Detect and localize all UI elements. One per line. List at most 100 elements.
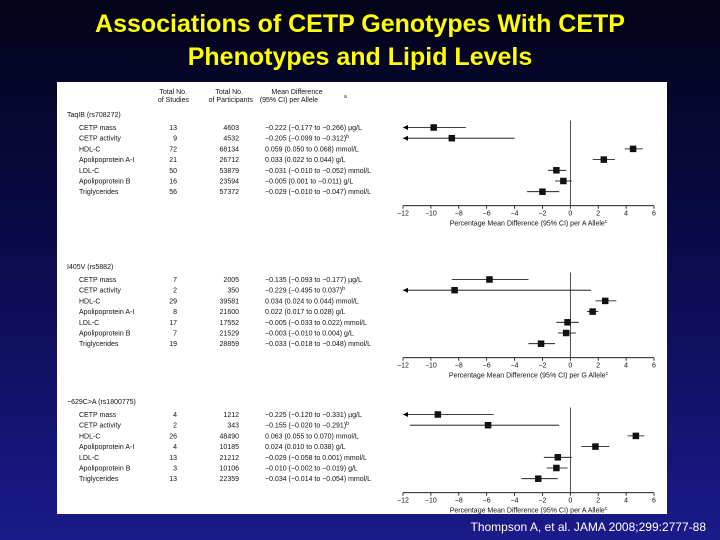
- x-tick-label: −4: [511, 363, 519, 370]
- row-label: CETP activity: [79, 423, 121, 430]
- x-tick-label: 0: [568, 498, 572, 505]
- row-studies: 17: [169, 320, 177, 327]
- x-axis-label: Percentage Mean Difference (95% CI) per …: [450, 219, 608, 228]
- forest-panels: TaqIB (rs708272)CETP mass 13 4603 −0.222 (−…: [67, 112, 656, 514]
- x-tick-label: 2: [596, 363, 600, 370]
- point-estimate: [592, 443, 599, 450]
- row-mean-difference: −0.205 (−0.099 to −0.312)b: [265, 134, 349, 143]
- row-participants: 28859: [220, 341, 240, 348]
- row-studies: 72: [169, 146, 177, 153]
- forest-plot-svg: Total No. of Studies Total No. of Partic…: [67, 89, 656, 514]
- point-estimate: [562, 329, 570, 337]
- point-estimate: [553, 167, 560, 174]
- row-label: HDL-C: [79, 146, 100, 153]
- x-tick-label: 4: [624, 498, 628, 505]
- row-participants: 2005: [223, 277, 239, 284]
- title-line-2: Phenotypes and Lipid Levels: [187, 43, 533, 71]
- row-participants: 343: [227, 423, 239, 430]
- row-participants: 21212: [220, 455, 240, 462]
- row-studies: 2: [173, 423, 177, 430]
- row-studies: 8: [173, 309, 177, 316]
- x-axis-label-superscript: c: [606, 371, 609, 377]
- row-studies: 13: [169, 455, 177, 462]
- row-superscript: b: [346, 421, 349, 427]
- row-participants: 4603: [223, 125, 239, 132]
- row-participants: 4532: [223, 136, 239, 143]
- x-tick-label: −2: [538, 498, 546, 505]
- row-mean-difference: −0.005 (0.001 to −0.011) g/L: [265, 179, 353, 186]
- row-participants: 39581: [220, 298, 240, 305]
- header-participants-line2: of Participants: [209, 97, 254, 104]
- x-tick-label: −12: [397, 363, 409, 370]
- point-estimate: [430, 124, 437, 131]
- point-estimate: [554, 454, 562, 461]
- x-tick-label: 6: [652, 363, 656, 370]
- row-label: Apolipoprotein B: [79, 331, 131, 338]
- row-mean-difference: −0.029 (−0.058 to 0.001) mmol/L: [265, 455, 367, 462]
- x-tick-label: −4: [511, 211, 519, 218]
- row-studies: 4: [173, 412, 177, 419]
- row-label: CETP activity: [79, 136, 121, 143]
- row-mean-difference: −0.031 (−0.010 to −0.052) mmol/L: [265, 168, 371, 175]
- row-participants: 53879: [220, 168, 240, 175]
- x-tick-label: −8: [455, 211, 463, 218]
- panel-title: −629C>A (rs1800775): [67, 399, 136, 406]
- point-estimate: [632, 432, 640, 440]
- panel-title: I405V (rs5882): [67, 264, 113, 271]
- row-participants: 57372: [220, 189, 240, 196]
- row-studies: 19: [169, 341, 177, 348]
- row-label: Triglycerides: [79, 341, 119, 348]
- row-participants: 48490: [220, 433, 240, 440]
- x-tick-label: −2: [538, 363, 546, 370]
- point-estimate: [553, 464, 560, 472]
- row-participants: 10106: [220, 466, 240, 473]
- point-estimate: [601, 297, 609, 305]
- row-studies: 3: [173, 466, 177, 473]
- x-tick-label: 2: [596, 211, 600, 218]
- row-mean-difference: 0.063 (0.055 to 0.070) mmol/L: [265, 433, 359, 440]
- row-studies: 9: [173, 136, 177, 143]
- row-label: LDL-C: [79, 455, 99, 462]
- row-label: Apolipoprotein A-I: [79, 157, 134, 164]
- row-participants: 350: [227, 288, 239, 295]
- row-studies: 56: [169, 189, 177, 196]
- row-mean-difference: −0.222 (−0.177 to −0.266) µg/L: [265, 125, 362, 132]
- title-line-1: Associations of CETP Genotypes With CETP: [95, 10, 625, 38]
- x-axis-label-superscript: c: [605, 506, 608, 512]
- row-label: LDL-C: [79, 168, 99, 175]
- row-superscript: b: [346, 134, 349, 140]
- row-mean-difference: 0.022 (0.017 to 0.028) g/L: [265, 309, 346, 316]
- point-estimate: [589, 308, 596, 315]
- ci-arrow-left: [403, 287, 408, 293]
- row-participants: 22359: [220, 476, 240, 483]
- row-label: CETP mass: [79, 277, 117, 284]
- x-tick-label: −8: [455, 498, 463, 505]
- ci-arrow-left: [403, 135, 408, 141]
- point-estimate: [629, 145, 637, 153]
- row-mean-difference: −0.029 (−0.010 to −0.047) mmol/L: [265, 189, 371, 196]
- header-diff-line1: Mean Difference: [271, 89, 322, 96]
- x-tick-label: −10: [425, 211, 437, 218]
- row-mean-difference: 0.024 (0.010 to 0.038) g/L: [265, 444, 346, 451]
- x-axis-label-superscript: c: [605, 219, 608, 225]
- point-estimate: [484, 421, 492, 429]
- forest-panel-3: −629C>A (rs1800775) CETP mass 4 1212 −0.225 …: [67, 399, 656, 514]
- forest-panel-2: I405V (rs5882) CETP mass 7 2005 −0.135 (−0.0…: [67, 264, 656, 380]
- row-studies: 2: [173, 288, 177, 295]
- x-tick-label: −8: [455, 363, 463, 370]
- forest-panel-1: TaqIB (rs708272) CETP mass 13 4603 −0.222 (−…: [67, 112, 656, 228]
- row-participants: 68134: [220, 146, 240, 153]
- row-participants: 21600: [220, 309, 240, 316]
- row-studies: 26: [169, 433, 177, 440]
- x-tick-label: 6: [652, 211, 656, 218]
- row-studies: 7: [173, 331, 177, 338]
- x-tick-label: −6: [483, 498, 491, 505]
- header-diff-superscript: a: [344, 94, 347, 100]
- point-estimate: [560, 177, 567, 185]
- row-studies: 4: [173, 444, 177, 451]
- row-mean-difference: −0.225 (−0.120 to −0.331) µg/L: [265, 412, 362, 419]
- row-label: Triglycerides: [79, 189, 119, 196]
- x-tick-label: −4: [511, 498, 519, 505]
- row-studies: 29: [169, 298, 177, 305]
- x-tick-label: −6: [483, 211, 491, 218]
